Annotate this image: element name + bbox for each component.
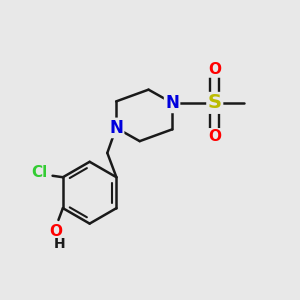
Text: O: O	[49, 224, 62, 239]
Text: O: O	[208, 129, 221, 144]
Text: Cl: Cl	[31, 165, 47, 180]
Text: O: O	[208, 61, 221, 76]
Text: S: S	[208, 93, 222, 112]
Text: N: N	[109, 119, 123, 137]
Text: H: H	[53, 237, 65, 251]
Text: N: N	[165, 94, 179, 112]
